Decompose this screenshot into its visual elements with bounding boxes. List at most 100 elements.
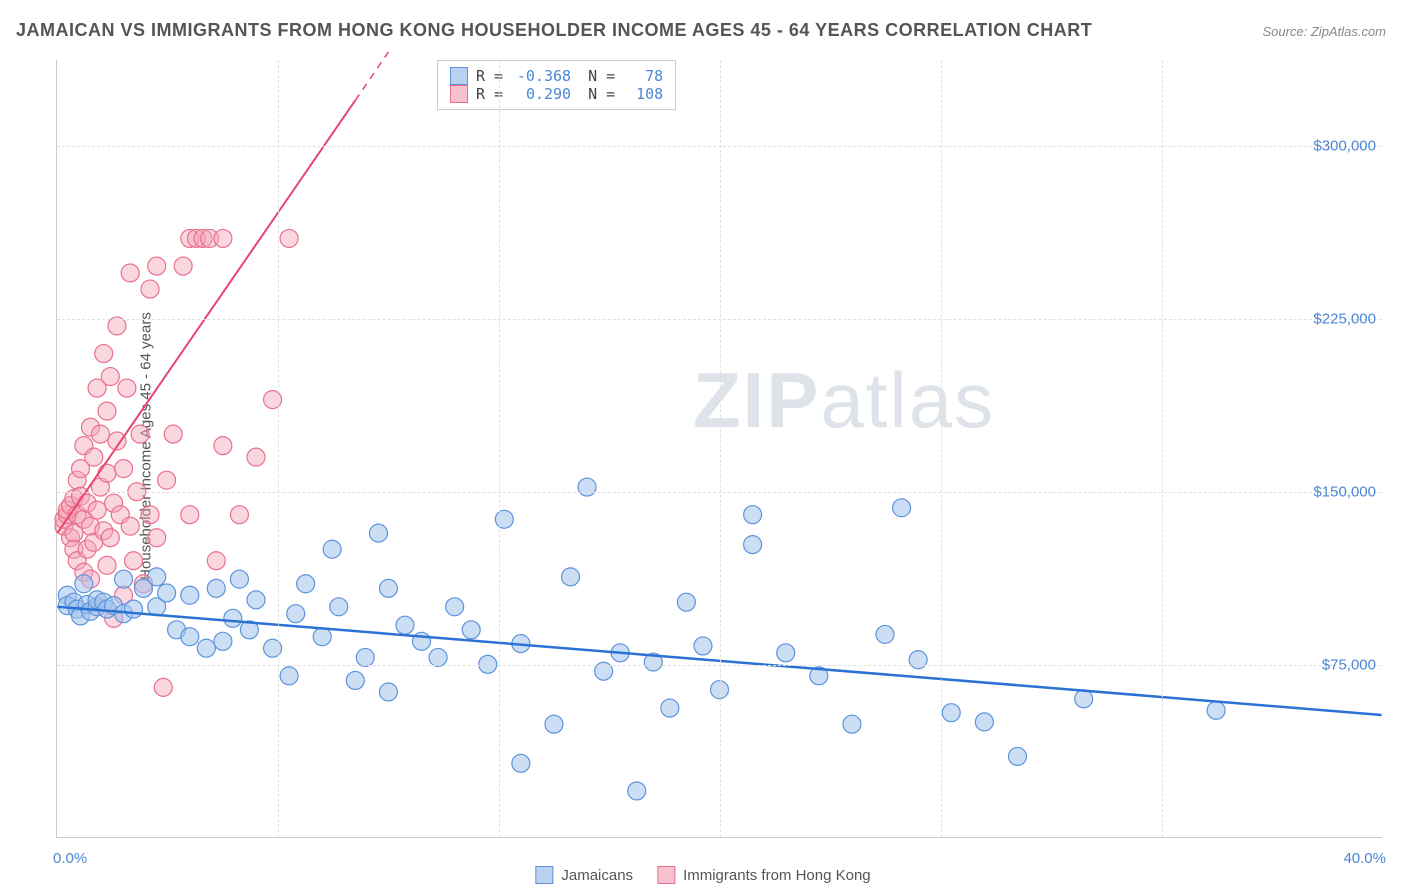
data-point [247, 448, 265, 466]
data-point [148, 257, 166, 275]
stats-legend: R = -0.368 N = 78 R = 0.290 N = 108 [437, 60, 676, 110]
y-tick-label: $300,000 [1313, 138, 1376, 155]
data-point [545, 715, 563, 733]
data-point [379, 579, 397, 597]
stats-swatch [450, 67, 468, 85]
legend-label: Immigrants from Hong Kong [683, 867, 871, 884]
legend-label: Jamaicans [561, 867, 633, 884]
y-tick-label: $150,000 [1313, 484, 1376, 501]
x-tick-min: 0.0% [53, 850, 87, 867]
data-point [462, 621, 480, 639]
data-point [125, 552, 143, 570]
vgridline [720, 60, 721, 837]
data-point [95, 345, 113, 363]
data-point [313, 628, 331, 646]
data-point [280, 667, 298, 685]
n-value: 78 [623, 67, 663, 85]
data-point [677, 593, 695, 611]
data-point [214, 229, 232, 247]
data-point [141, 506, 159, 524]
data-point [121, 264, 139, 282]
data-point [158, 584, 176, 602]
data-point [429, 648, 447, 666]
data-point [230, 570, 248, 588]
chart-title: JAMAICAN VS IMMIGRANTS FROM HONG KONG HO… [16, 20, 1092, 41]
data-point [148, 568, 166, 586]
series-legend: Jamaicans Immigrants from Hong Kong [535, 866, 870, 884]
data-point [942, 704, 960, 722]
data-point [661, 699, 679, 717]
data-point [164, 425, 182, 443]
data-point [125, 600, 143, 618]
data-point [975, 713, 993, 731]
data-point [287, 605, 305, 623]
data-point [694, 637, 712, 655]
data-point [75, 575, 93, 593]
data-point [98, 556, 116, 574]
n-value: 108 [623, 85, 663, 103]
data-point [174, 257, 192, 275]
data-point [230, 506, 248, 524]
data-point [101, 529, 119, 547]
data-point [247, 591, 265, 609]
data-point [512, 754, 530, 772]
data-point [101, 368, 119, 386]
vgridline [1162, 60, 1163, 837]
data-point [154, 678, 172, 696]
data-point [876, 625, 894, 643]
data-point [181, 586, 199, 604]
data-point [214, 437, 232, 455]
data-point [115, 570, 133, 588]
y-tick-label: $75,000 [1322, 657, 1376, 674]
vgridline [499, 60, 500, 837]
data-point [88, 501, 106, 519]
data-point [85, 448, 103, 466]
data-point [578, 478, 596, 496]
source-text: Source: ZipAtlas.com [1262, 24, 1386, 39]
data-point [446, 598, 464, 616]
x-tick-max: 40.0% [1343, 850, 1386, 867]
data-point [370, 524, 388, 542]
data-point [115, 460, 133, 478]
trend-line [355, 52, 388, 100]
data-point [297, 575, 315, 593]
data-point [264, 639, 282, 657]
n-label: N = [579, 85, 615, 103]
data-point [744, 506, 762, 524]
data-point [141, 280, 159, 298]
data-point [214, 632, 232, 650]
data-point [207, 552, 225, 570]
trend-line [57, 100, 355, 533]
data-point [379, 683, 397, 701]
data-point [148, 529, 166, 547]
data-point [98, 464, 116, 482]
data-point [158, 471, 176, 489]
data-point [396, 616, 414, 634]
y-tick-label: $225,000 [1313, 311, 1376, 328]
r-value: 0.290 [511, 85, 571, 103]
data-point [98, 402, 116, 420]
data-point [197, 639, 215, 657]
legend-item: Jamaicans [535, 866, 633, 884]
data-point [181, 506, 199, 524]
data-point [118, 379, 136, 397]
data-point [121, 517, 139, 535]
data-point [346, 671, 364, 689]
data-point [280, 229, 298, 247]
stats-row: R = 0.290 N = 108 [450, 85, 663, 103]
stats-row: R = -0.368 N = 78 [450, 67, 663, 85]
data-point [562, 568, 580, 586]
data-point [323, 540, 341, 558]
data-point [207, 579, 225, 597]
vgridline [941, 60, 942, 837]
data-point [264, 391, 282, 409]
data-point [777, 644, 795, 662]
data-point [330, 598, 348, 616]
data-point [224, 609, 242, 627]
data-point [1207, 701, 1225, 719]
data-point [744, 536, 762, 554]
plot-area: ZIPatlas R = -0.368 N = 78 R = 0.290 N =… [56, 60, 1382, 838]
n-label: N = [579, 67, 615, 85]
data-point [893, 499, 911, 517]
data-point [181, 628, 199, 646]
